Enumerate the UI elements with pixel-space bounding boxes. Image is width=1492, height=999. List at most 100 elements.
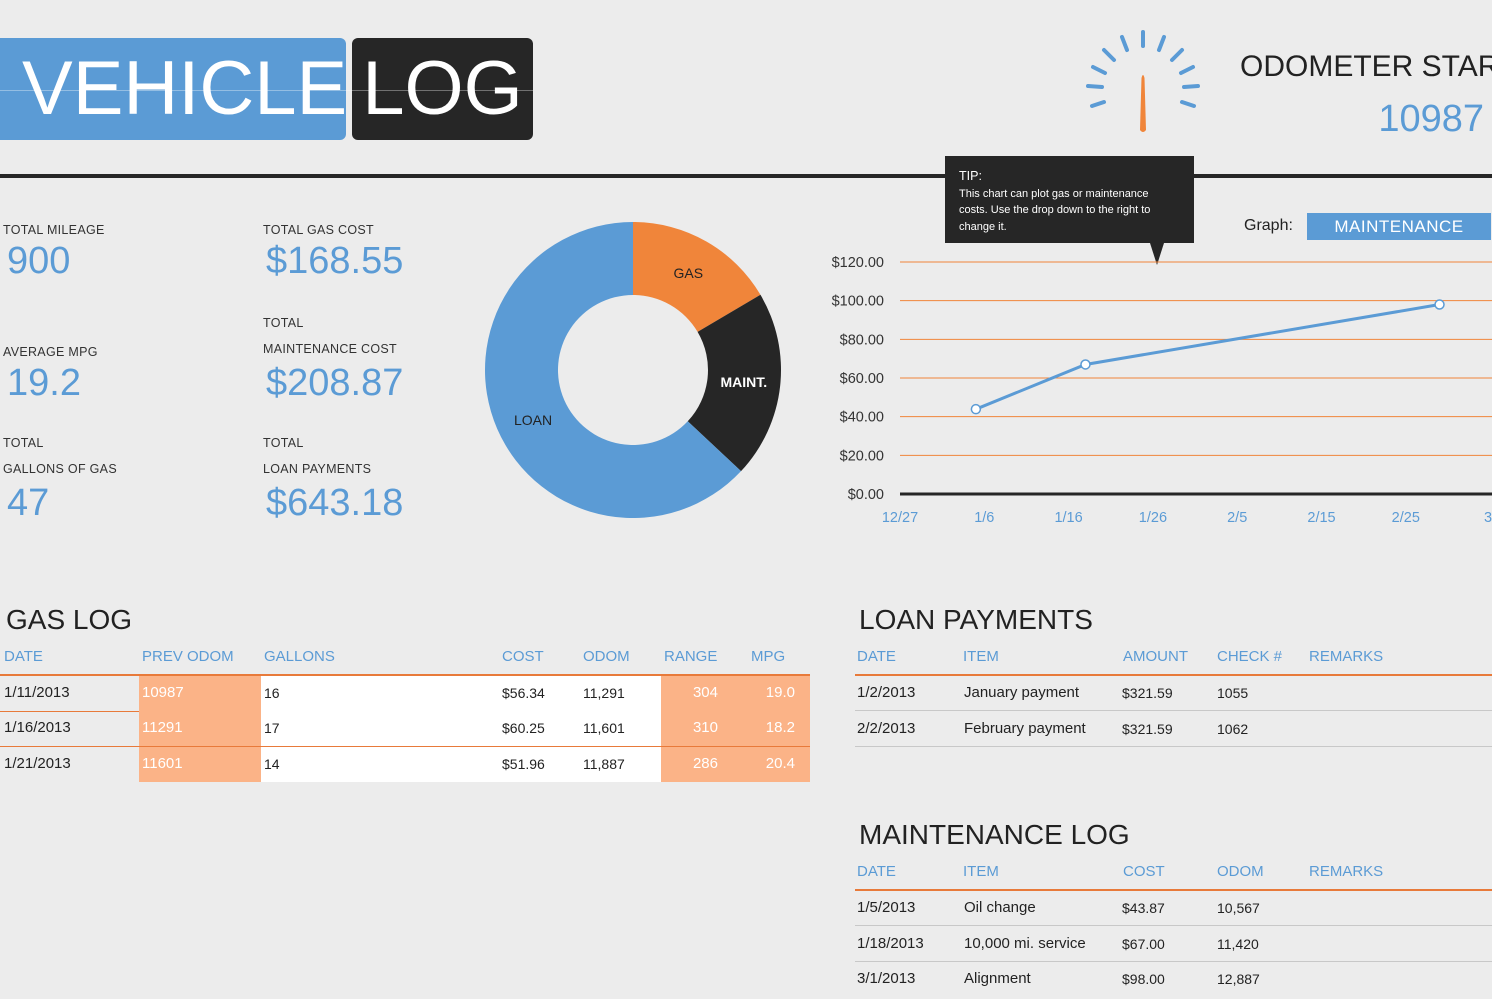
odometer-start-value[interactable]: 10987 [1378, 98, 1484, 140]
maintenance-date[interactable]: 1/18/2013 [857, 934, 924, 952]
total-gallons-label-line2: GALLONS OF GAS [3, 462, 117, 476]
graph-type-dropdown[interactable]: MAINTENANCE [1307, 213, 1491, 240]
gas-log-gallons[interactable]: 14 [264, 755, 280, 772]
loan-header: ITEM [963, 648, 999, 665]
gas-log-cost[interactable]: $60.25 [502, 720, 545, 737]
maintenance-item[interactable]: Alignment [964, 970, 1031, 987]
gas-log-range: 304 [692, 684, 718, 701]
range-mpg-cell-bg [661, 746, 810, 782]
loan-amount[interactable]: $321.59 [1122, 721, 1173, 737]
gas-log-header-rule [0, 674, 810, 676]
maintenance-date[interactable]: 3/1/2013 [857, 970, 916, 987]
cost-odom-cell-bg [499, 746, 661, 782]
gas-log-mpg: 20.4 [765, 754, 795, 772]
loan-row-divider [855, 710, 1492, 711]
loan-header: DATE [857, 648, 896, 665]
maintenance-item[interactable]: 10,000 mi. service [964, 934, 1086, 952]
series-line [975, 303, 1440, 411]
loan-header-rule [855, 674, 1492, 676]
total-mileage-label: TOTAL MILEAGE [3, 223, 105, 237]
x-tick-label: 12/27 [882, 510, 918, 526]
loan-date[interactable]: 2/2/2013 [857, 720, 916, 737]
prev-odom-cell-bg [139, 711, 261, 747]
loan-header: AMOUNT [1123, 648, 1188, 665]
data-point [1434, 299, 1445, 310]
loan-date[interactable]: 1/2/2013 [857, 684, 916, 701]
total-gas-cost-label: TOTAL GAS COST [263, 223, 374, 237]
total-mileage-value: 900 [7, 240, 71, 282]
gas-log-prev-odom: 11291 [142, 719, 183, 737]
loan-header: CHECK # [1217, 648, 1283, 665]
tip-heading: TIP: [959, 169, 982, 183]
gas-log-header: ODOM [583, 648, 630, 665]
gas-log-gallons[interactable]: 16 [264, 685, 280, 701]
cost-odom-cell-bg [499, 676, 661, 711]
donut-label-loan: LOAN [514, 412, 552, 428]
gas-log-header: DATE [4, 648, 43, 665]
gas-log-header: RANGE [664, 648, 718, 665]
gas-log-cost[interactable]: $51.96 [502, 755, 545, 772]
header-rule [0, 174, 1492, 178]
maintenance-odom[interactable]: 11,420 [1217, 935, 1259, 952]
maintenance-odom[interactable]: 10,567 [1217, 900, 1260, 916]
y-tick-label: $100.00 [832, 294, 884, 310]
x-tick-label: 3/ [1484, 510, 1492, 526]
range-mpg-cell-bg [661, 676, 810, 711]
maintenance-header: DATE [857, 863, 896, 880]
loan-item[interactable]: January payment [964, 684, 1080, 701]
gas-log-odom[interactable]: 11,887 [583, 755, 625, 772]
donut-label-gas: GAS [673, 265, 703, 281]
gallons-cell-bg [261, 676, 499, 711]
cost-line-chart: $0.00 $20.00 $40.00 $60.00 $80.00 $100.00 $120… [832, 255, 1492, 526]
maintenance-header: REMARKS [1309, 863, 1384, 880]
gas-log-date[interactable]: 1/21/2013 [4, 754, 71, 772]
maintenance-header: ODOM [1217, 863, 1264, 880]
gas-log-date[interactable]: 1/16/2013 [4, 719, 71, 737]
maintenance-row-divider [855, 925, 1492, 926]
gas-log-header: MPG [751, 648, 786, 665]
tip-pointer [1150, 243, 1164, 265]
gas-log-prev-odom: 11601 [142, 754, 183, 772]
odometer-start-label: ODOMETER START: [1240, 50, 1492, 83]
cost-odom-cell-bg [499, 711, 661, 747]
maintenance-date[interactable]: 1/5/2013 [857, 899, 916, 916]
y-tick-label: $0.00 [848, 487, 884, 503]
loan-amount[interactable]: $321.59 [1122, 685, 1173, 701]
gas-log-odom[interactable]: 11,601 [583, 720, 625, 737]
y-tick-label: $120.00 [832, 255, 884, 271]
y-tick-label: $20.00 [840, 448, 884, 464]
maintenance-header: ITEM [963, 863, 999, 880]
x-tick-label: 1/16 [1054, 510, 1082, 526]
prev-odom-cell-bg [139, 746, 261, 782]
y-tick-label: $60.00 [840, 371, 884, 387]
gas-log-header: PREV ODOM [142, 648, 234, 665]
gas-log-gallons[interactable]: 17 [264, 720, 280, 737]
maintenance-item[interactable]: Oil change [964, 899, 1036, 916]
loan-check-number[interactable]: 1055 [1217, 685, 1249, 701]
donut-slice-maint [687, 294, 781, 472]
maintenance-odom[interactable]: 12,887 [1217, 971, 1260, 987]
data-point [970, 403, 982, 415]
average-mpg-value: 19.2 [7, 362, 81, 404]
maintenance-cost[interactable]: $43.87 [1122, 900, 1165, 916]
x-tick-label: 2/15 [1307, 510, 1335, 526]
gas-log-range: 310 [692, 719, 718, 737]
gas-log-header: GALLONS [264, 648, 335, 665]
loan-check-number[interactable]: 1062 [1217, 721, 1249, 737]
gas-log-date[interactable]: 1/11/2013 [4, 684, 70, 701]
maintenance-header-rule [855, 889, 1492, 891]
x-tick-label: 2/5 [1227, 510, 1247, 526]
prev-odom-cell-bg [139, 676, 261, 711]
loan-row-divider [855, 746, 1492, 747]
gas-log-odom[interactable]: 11,291 [583, 685, 625, 701]
gas-log-cost[interactable]: $56.34 [502, 685, 545, 701]
cost-breakdown-donut-chart: GAS MAINT. LOAN [484, 222, 781, 518]
average-mpg-label: AVERAGE MPG [3, 345, 98, 359]
title-divider-line [0, 90, 533, 91]
loan-item[interactable]: February payment [964, 720, 1086, 737]
maintenance-cost[interactable]: $98.00 [1122, 971, 1165, 987]
maintenance-cost[interactable]: $67.00 [1122, 935, 1165, 952]
gallons-cell-bg [261, 746, 499, 782]
gas-log-prev-odom: 10987 [142, 684, 184, 701]
title-vehicle: VEHICLE [0, 38, 347, 140]
